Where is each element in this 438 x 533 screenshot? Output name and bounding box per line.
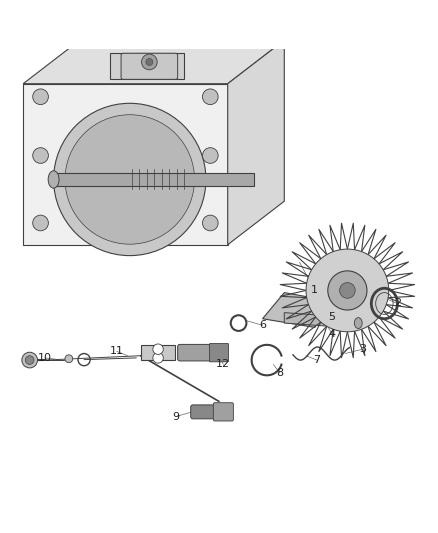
Ellipse shape	[48, 171, 59, 188]
Polygon shape	[23, 84, 228, 245]
FancyBboxPatch shape	[209, 344, 229, 362]
Text: 5: 5	[328, 312, 336, 321]
Polygon shape	[284, 313, 358, 328]
Circle shape	[22, 352, 38, 368]
Ellipse shape	[354, 318, 362, 328]
Text: 3: 3	[359, 344, 366, 354]
FancyBboxPatch shape	[121, 53, 178, 79]
Circle shape	[33, 89, 48, 104]
Polygon shape	[23, 40, 284, 84]
Text: 7: 7	[313, 355, 321, 365]
Circle shape	[65, 115, 194, 244]
Circle shape	[33, 215, 48, 231]
Polygon shape	[141, 345, 176, 360]
Text: 10: 10	[38, 353, 52, 363]
Circle shape	[202, 89, 218, 104]
Text: 12: 12	[216, 359, 230, 369]
Text: 8: 8	[276, 368, 283, 378]
Circle shape	[202, 215, 218, 231]
Circle shape	[153, 344, 163, 354]
Polygon shape	[262, 293, 332, 327]
Circle shape	[306, 249, 389, 332]
Circle shape	[25, 356, 34, 365]
Circle shape	[328, 271, 367, 310]
Polygon shape	[53, 173, 254, 186]
Text: 11: 11	[110, 346, 124, 357]
Text: 6: 6	[259, 320, 266, 330]
Text: 9: 9	[172, 411, 179, 422]
Circle shape	[141, 54, 157, 70]
Circle shape	[53, 103, 206, 256]
Text: 2: 2	[394, 298, 401, 309]
Circle shape	[202, 148, 218, 163]
Circle shape	[65, 355, 73, 362]
Circle shape	[339, 282, 355, 298]
FancyBboxPatch shape	[191, 405, 223, 419]
Polygon shape	[228, 40, 284, 245]
FancyBboxPatch shape	[213, 403, 233, 421]
Circle shape	[153, 353, 163, 363]
Text: 1: 1	[311, 286, 318, 295]
Polygon shape	[110, 53, 184, 79]
Text: 4: 4	[328, 329, 336, 339]
Circle shape	[146, 59, 153, 66]
Circle shape	[33, 148, 48, 163]
FancyBboxPatch shape	[178, 344, 221, 361]
